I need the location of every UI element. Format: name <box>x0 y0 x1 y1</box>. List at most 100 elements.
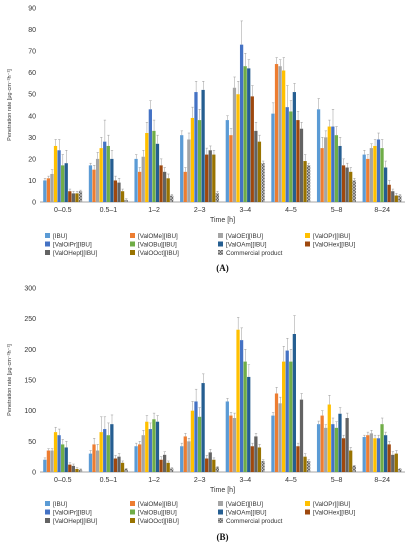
bar <box>232 87 237 202</box>
y-axis-label: Penetration rate [μg·cm⁻²h⁻¹] <box>7 344 13 416</box>
legend: [IBU] [ValOMe][IBU] [ValOEt][IBU] [ValOPr][… <box>45 233 355 257</box>
bar <box>170 468 174 472</box>
bar <box>120 191 125 202</box>
bar <box>341 438 346 472</box>
y-tick-label: 0 <box>32 470 36 477</box>
bar <box>373 438 377 472</box>
bar <box>197 120 202 202</box>
x-tick-label: 8–24 <box>374 477 390 484</box>
bar <box>187 441 191 472</box>
bar <box>394 195 398 202</box>
legend-label: [ValOHex][IBU] <box>313 510 355 517</box>
legend-label: [ValOHept][IBU] <box>53 250 98 257</box>
legend-swatch <box>305 509 310 515</box>
x-tick-label: 0.5–1 <box>100 477 118 484</box>
bar <box>134 446 138 472</box>
bar <box>225 401 229 472</box>
bar <box>236 329 240 472</box>
bar <box>306 165 311 202</box>
bar <box>208 150 212 202</box>
bar <box>187 139 191 202</box>
bar <box>285 350 289 472</box>
legend-swatch <box>218 241 223 247</box>
bar <box>190 117 195 202</box>
x-axis-label: Time [h] <box>210 487 235 494</box>
bar <box>261 163 265 202</box>
legend-label: [ValOMe][IBU] <box>138 501 178 508</box>
y-tick-label: 70 <box>28 49 36 56</box>
x-tick-label: 2–3 <box>194 477 206 484</box>
legend-swatch <box>130 233 135 238</box>
bar <box>162 454 167 472</box>
bar <box>257 447 262 472</box>
legend-swatch <box>45 250 50 255</box>
bar <box>289 111 293 202</box>
bar <box>345 167 349 202</box>
bar <box>75 193 79 202</box>
y-tick-label: 150 <box>24 378 36 385</box>
x-tick-label: 1–2 <box>148 477 160 484</box>
bar <box>106 435 110 472</box>
bar <box>254 130 258 202</box>
legend: [IBU] [ValOMe][IBU] [ValOEt][IBU] [ValOPr][… <box>45 501 355 525</box>
legend-swatch <box>130 250 135 255</box>
bar <box>57 150 61 202</box>
bar <box>141 435 145 472</box>
bar <box>341 165 346 202</box>
y-tick-label: 90 <box>28 6 36 13</box>
bar <box>316 424 321 472</box>
bar <box>183 171 187 202</box>
x-tick-label: 0.5–1 <box>100 207 118 214</box>
bar <box>64 163 68 202</box>
bar <box>152 419 156 472</box>
bar <box>229 135 233 202</box>
bar <box>68 191 72 202</box>
bar <box>117 456 121 472</box>
bar <box>61 165 65 202</box>
bar <box>180 446 184 472</box>
bar <box>324 137 328 202</box>
bar <box>362 437 366 472</box>
bar <box>250 446 254 472</box>
bar <box>88 165 93 202</box>
bar <box>138 171 142 202</box>
bar <box>296 120 300 202</box>
bar <box>366 158 370 202</box>
legend-label: [ValOiPr][IBU] <box>53 510 92 517</box>
bar <box>366 435 370 472</box>
bar <box>50 173 54 202</box>
bar <box>57 435 61 472</box>
bar <box>303 161 307 202</box>
bar <box>271 415 275 472</box>
bar <box>362 154 366 202</box>
bar <box>183 436 187 472</box>
bar <box>352 180 356 202</box>
x-tick-label: 0–0.5 <box>54 477 72 484</box>
legend-swatch <box>305 241 310 247</box>
y-tick-label: 30 <box>28 135 36 142</box>
y-tick-label: 100 <box>24 408 36 415</box>
bar <box>278 403 282 472</box>
bar <box>152 130 156 202</box>
bar <box>50 450 54 472</box>
legend-swatch <box>218 501 223 506</box>
bar <box>320 148 324 202</box>
bar <box>320 415 324 472</box>
bar <box>145 133 149 202</box>
chart-panel-b: 0 50 100 150 200 250 300 Penetration rate [μg·c… <box>7 286 405 542</box>
bar <box>103 141 107 202</box>
bar <box>78 469 83 472</box>
bar <box>229 415 233 472</box>
bar <box>194 92 198 202</box>
bar <box>180 135 184 202</box>
legend-swatch <box>218 509 223 515</box>
bar <box>271 113 275 202</box>
bar <box>148 109 152 202</box>
bar <box>369 433 373 472</box>
y-tick-label: 250 <box>24 316 36 323</box>
bar <box>225 120 229 202</box>
legend-label: [ValOEt][IBU] <box>226 233 263 240</box>
bar <box>292 334 296 472</box>
bar <box>387 184 391 202</box>
